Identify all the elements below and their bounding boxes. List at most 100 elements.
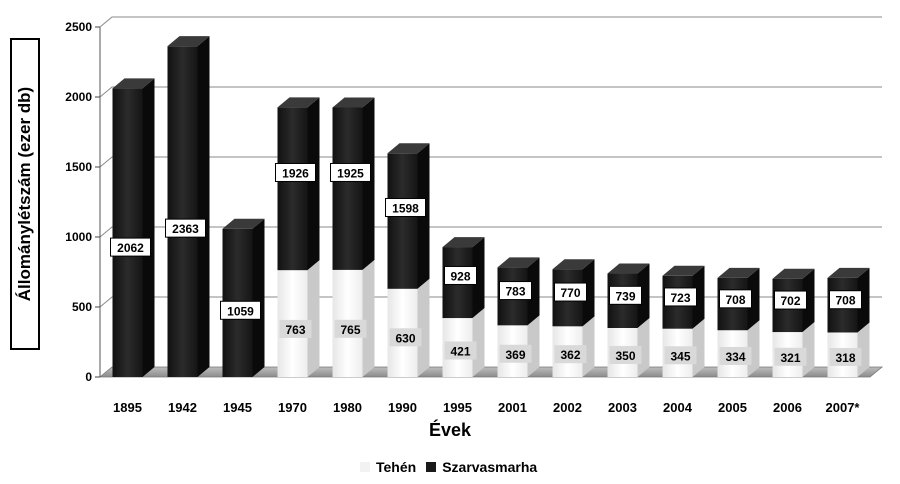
- x-tick-label: 2007*: [826, 400, 861, 415]
- bar-szarvasmarha-side: [692, 265, 705, 329]
- axis-layer: 0 500 1000 1500 2000 2500 1895 1942 1945 1970 1980…: [65, 16, 861, 415]
- data-label-tehen-bg: [664, 346, 697, 365]
- bar-szarvasmarha: [277, 107, 308, 271]
- x-tick-label: 1942: [168, 400, 197, 415]
- bar-szarvasmarha-top: [277, 97, 320, 108]
- data-label-tehen-bg: [609, 345, 642, 364]
- x-axis-title: Évek: [428, 420, 472, 440]
- data-label-tehen-bg: [334, 319, 367, 338]
- data-label-szarvasmarha: 770: [560, 286, 580, 300]
- data-label-tehen-bg: [774, 347, 807, 366]
- bar-szarvasmarha-top: [717, 267, 760, 278]
- x-tick-label: 1980: [333, 400, 362, 415]
- x-tick-label: 2001: [498, 400, 527, 415]
- bar-szarvasmarha-top: [332, 97, 375, 108]
- data-label-tehen: 362: [560, 348, 580, 362]
- bar-szarvasmarha-top: [772, 268, 815, 279]
- data-label-szarvasmarha-bg: [220, 300, 261, 320]
- legend-label-tehen: Tehén: [376, 459, 417, 475]
- data-label-tehen-bg: [279, 319, 312, 338]
- bar-szarvasmarha-top: [442, 237, 485, 248]
- data-label-tehen: 321: [780, 351, 800, 365]
- data-label-tehen: 334: [725, 350, 745, 364]
- data-label-szarvasmarha: 702: [780, 294, 800, 308]
- y-tick-label: 0: [85, 370, 92, 384]
- data-labels-layer: 2062 2363 1059 1926 763 1925 765 1598 630 928 421 7…: [110, 162, 862, 366]
- data-label-tehen: 369: [505, 348, 525, 362]
- bar-tehen-side: [472, 308, 485, 377]
- data-label-tehen-bg: [389, 328, 422, 347]
- data-label-szarvasmarha-bg: [444, 265, 477, 285]
- data-label-tehen-bg: [444, 341, 477, 360]
- y-axis-top-edge: [99, 16, 113, 28]
- gridline: [99, 16, 882, 28]
- data-label-szarvasmarha-bg: [330, 162, 371, 182]
- data-label-szarvasmarha: 2363: [172, 222, 199, 236]
- bar-szarvasmarha-top: [222, 218, 265, 229]
- y-tick-label: 500: [72, 300, 92, 314]
- bar-szarvasmarha-top: [827, 267, 870, 278]
- data-label-szarvasmarha-bg: [609, 285, 642, 305]
- data-label-szarvasmarha: 928: [450, 269, 470, 283]
- gridline: [99, 156, 882, 168]
- x-tick-label: 2004: [663, 400, 693, 415]
- bar-szarvasmarha-top: [552, 259, 595, 270]
- data-label-szarvasmarha: 783: [505, 285, 525, 299]
- data-label-tehen-bg: [719, 346, 752, 365]
- bar-tehen-side: [307, 260, 320, 377]
- data-label-szarvasmarha: 1925: [337, 166, 364, 180]
- y-axis-title-box: Állománylétszám (ezer db): [10, 38, 40, 350]
- legend-swatch-szarvasmarha: [426, 462, 437, 472]
- chart-floor: [98, 366, 884, 378]
- y-tick-label: 2000: [65, 90, 92, 104]
- x-tick-label: 1895: [113, 400, 142, 415]
- data-label-szarvasmarha-bg: [664, 287, 697, 307]
- bar-szarvasmarha-top: [607, 263, 650, 274]
- data-label-szarvasmarha-bg: [385, 197, 426, 217]
- data-label-szarvasmarha: 708: [835, 294, 855, 308]
- bar-tehen-side: [362, 259, 375, 377]
- bar-szarvasmarha-side: [307, 97, 320, 271]
- data-label-szarvasmarha: 708: [725, 293, 745, 307]
- y-tick-label: 1000: [65, 230, 92, 244]
- data-label-szarvasmarha-bg: [829, 290, 862, 310]
- x-tick-label: 1945: [223, 400, 252, 415]
- data-label-tehen: 345: [670, 349, 690, 363]
- legend-label-szarvasmarha: Szarvasmarha: [442, 459, 538, 475]
- x-tick-label: 2005: [718, 400, 747, 415]
- data-label-szarvasmarha-bg: [774, 290, 807, 310]
- data-label-szarvasmarha: 1598: [392, 201, 419, 215]
- data-label-szarvasmarha-bg: [165, 218, 206, 238]
- bar-szarvasmarha-side: [582, 259, 595, 327]
- bar-szarvasmarha-side: [472, 237, 485, 319]
- x-tick-label: 2002: [553, 400, 582, 415]
- gridline: [99, 86, 882, 98]
- data-label-szarvasmarha: 1059: [227, 304, 254, 318]
- data-label-szarvasmarha-bg: [110, 237, 151, 257]
- data-label-szarvasmarha-bg: [499, 281, 532, 301]
- x-tick-label: 2003: [608, 400, 637, 415]
- data-label-tehen-bg: [554, 345, 587, 364]
- x-tick-label: 1970: [278, 400, 307, 415]
- gridline: [99, 226, 882, 238]
- x-tick-label: 2006: [773, 400, 802, 415]
- y-tick-label: 2500: [65, 20, 92, 34]
- bar-szarvasmarha-top: [112, 78, 155, 89]
- legend: Tehén Szarvasmarha: [360, 456, 537, 478]
- data-label-szarvasmarha: 723: [670, 291, 690, 305]
- bar-szarvasmarha-top: [387, 143, 430, 154]
- bar-szarvasmarha-top: [497, 257, 540, 268]
- bar-szarvasmarha-side: [252, 218, 265, 377]
- bar-szarvasmarha-side: [857, 267, 870, 333]
- bar-szarvasmarha: [387, 153, 418, 289]
- legend-item-tehen: Tehén: [360, 459, 416, 475]
- data-label-tehen: 350: [615, 349, 635, 363]
- bar-szarvasmarha-side: [142, 78, 155, 377]
- bar-szarvasmarha-side: [197, 36, 210, 378]
- data-label-szarvasmarha: 739: [615, 289, 635, 303]
- data-label-szarvasmarha-bg: [719, 289, 752, 309]
- data-label-tehen: 318: [835, 351, 855, 365]
- y-axis-title: Állománylétszám (ezer db): [15, 86, 34, 302]
- bar-szarvasmarha-side: [362, 97, 375, 270]
